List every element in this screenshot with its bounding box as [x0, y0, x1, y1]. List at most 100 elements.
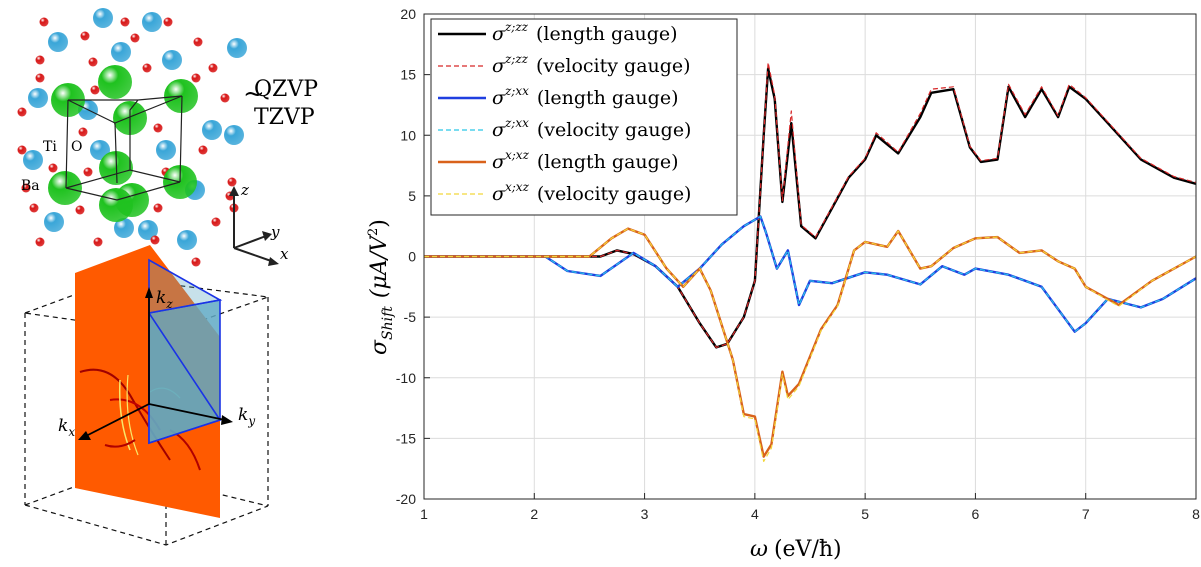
kx-label: kx [58, 416, 75, 439]
ba-atom [202, 120, 222, 140]
ba-atom [156, 140, 176, 160]
y-axis-label: σShift(μA/V2) [366, 219, 396, 355]
ba-atom [138, 220, 158, 240]
ba-atom [227, 38, 247, 58]
x-axis-label: ω (eV/ħ) [750, 537, 842, 562]
ti-atom [98, 65, 132, 99]
series-line-4 [424, 215, 1197, 333]
ba-atom [177, 230, 197, 250]
o-atom [130, 33, 140, 43]
y-tick-labels: -20 -15 -10 -5 0 5 10 15 20 [396, 6, 416, 507]
o-atom [191, 73, 201, 83]
x-tick-label: 4 [751, 506, 759, 522]
legend-entry-3: σz;xx (length gauge) [492, 84, 678, 109]
ba-atom [28, 88, 48, 108]
y-tick-label: -20 [396, 491, 416, 507]
o-atom [220, 93, 230, 103]
x-tick-label: 8 [1192, 506, 1200, 522]
ky-label: ky [238, 405, 255, 428]
x-tick-labels: 1 2 3 4 5 6 7 8 [420, 506, 1200, 522]
o-atom [17, 107, 27, 117]
y-tick-label: 5 [408, 188, 416, 204]
o-atom [75, 205, 85, 215]
o-atom [211, 217, 221, 227]
legend-entry-5: σx;xz (length gauge) [492, 148, 678, 173]
o-atom [193, 37, 203, 47]
series-lines [424, 61, 1197, 462]
brillouin-zone-panel: kz ky kx [24, 245, 269, 546]
basis-tzvp: TZVP [254, 105, 315, 130]
axis-label-y: y [270, 223, 280, 241]
o-atom [142, 63, 152, 73]
o-atom [29, 203, 39, 213]
legend-entry-1: σz;zz (length gauge) [492, 20, 678, 45]
o-atom [80, 31, 90, 41]
ba-atom [142, 12, 162, 32]
axes-triad [229, 186, 279, 266]
o-atom [163, 17, 173, 27]
series-line-2 [424, 61, 1197, 348]
o-atom [48, 163, 58, 173]
ba-atom [114, 218, 134, 238]
atom-label-ti: Ti [43, 139, 57, 155]
ti-atom [48, 171, 82, 205]
legend: σz;zz (length gauge) σz;zz (velocity gauge)… [430, 18, 738, 216]
ti-atom [99, 188, 133, 222]
o-atom [21, 183, 31, 193]
atom-label-o: O [71, 139, 82, 155]
o-atom [35, 73, 45, 83]
bz-axes [78, 287, 233, 440]
crystal-atoms [17, 8, 247, 267]
legend-entry-6: σx;xz (velocity gauge) [492, 180, 691, 205]
o-atom [227, 177, 237, 187]
axis-label-x: x [280, 245, 289, 263]
o-atom [35, 55, 45, 65]
ba-atom [111, 42, 131, 62]
o-atom [88, 57, 98, 67]
legend-entry-2: σz;zz (velocity gauge) [492, 52, 691, 77]
o-atom [90, 85, 100, 95]
o-atom [208, 63, 218, 73]
plot-frame [423, 13, 1197, 500]
legend-box [430, 18, 738, 216]
x-tick-label: 7 [1082, 506, 1090, 522]
y-tick-label: -10 [396, 370, 416, 386]
ba-atom [44, 212, 64, 232]
x-tick-label: 5 [861, 506, 869, 522]
o-atom [191, 257, 201, 267]
o-atom [93, 237, 103, 247]
x-tick-label: 3 [641, 506, 649, 522]
ba-atom [23, 150, 43, 170]
o-atom [153, 123, 163, 133]
o-atom [78, 127, 88, 137]
o-atom [198, 145, 208, 155]
y-tick-label: -5 [404, 309, 417, 325]
basis-tilde: ~ [243, 79, 265, 109]
o-atom [150, 235, 160, 245]
axis-label-z: z [240, 181, 249, 199]
o-atom [120, 17, 130, 27]
y-tick-label: 15 [400, 67, 416, 83]
ba-atom [93, 8, 113, 28]
bz-wedge-top [148, 258, 223, 314]
o-atom [35, 237, 45, 247]
ba-atom [162, 50, 182, 70]
ba-atom [48, 32, 68, 52]
unit-cell-edges [65, 95, 183, 201]
series-line-6 [424, 228, 1197, 462]
kz-label: kz [156, 288, 173, 311]
y-tick-label: 20 [400, 6, 416, 22]
y-tick-label: -15 [396, 430, 416, 446]
basis-qzvp: QZVP [254, 77, 318, 102]
crystal-structure-panel: Ti O Ba ~ QZVP TZVP z y x [17, 8, 318, 267]
x-tick-label: 6 [972, 506, 980, 522]
y-tick-label: 10 [400, 127, 416, 143]
o-atom [83, 167, 93, 177]
ba-atom [224, 125, 244, 145]
o-atom [17, 145, 27, 155]
x-tick-label: 2 [530, 506, 538, 522]
x-tick-label: 1 [420, 506, 428, 522]
legend-entry-4: σz;xx (velocity gauge) [492, 116, 691, 141]
shift-current-chart: 1 2 3 4 5 6 7 8 -20 -15 -10 -5 0 5 10 15 20 σz;zz (lengt… [366, 6, 1200, 562]
